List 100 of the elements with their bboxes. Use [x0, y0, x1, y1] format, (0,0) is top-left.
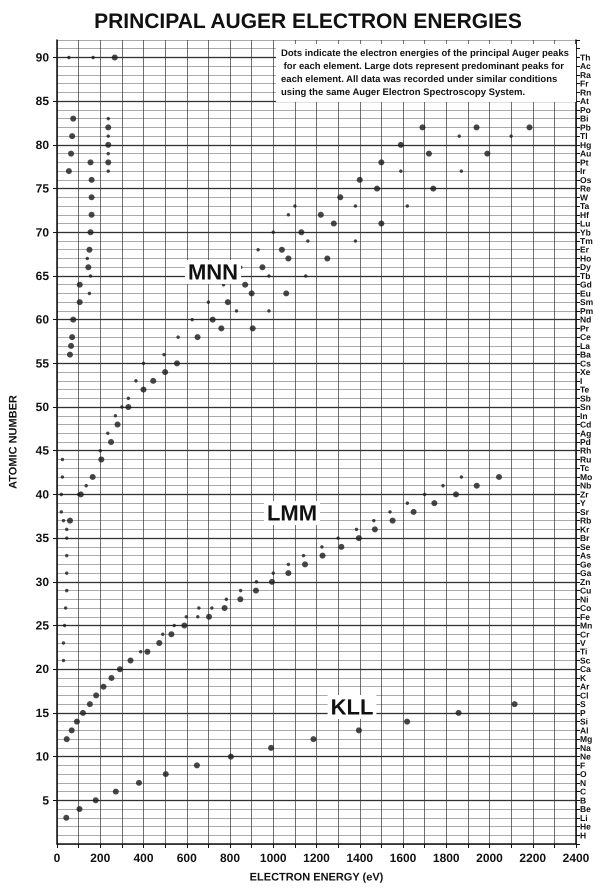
- category-label: Ru: [580, 454, 592, 464]
- category-label: Pt: [580, 157, 588, 168]
- category-label: Kr: [580, 524, 590, 534]
- category-label: I: [580, 376, 582, 386]
- category-label: Na: [580, 742, 591, 753]
- category-label: Lu: [580, 218, 590, 229]
- category-label: Tm: [580, 236, 593, 246]
- x-tick-label: 2000: [476, 851, 504, 865]
- category-label: Zn: [580, 576, 590, 587]
- category-label: Hg: [580, 140, 592, 150]
- y-tick-label: 75: [36, 182, 50, 196]
- annotation: LMM: [266, 500, 318, 526]
- category-label: Al: [580, 725, 588, 736]
- category-label: Tc: [580, 463, 590, 474]
- category-label: Nb: [580, 480, 592, 491]
- category-label: Y: [580, 498, 586, 508]
- y-tick-label: 60: [36, 312, 50, 327]
- y-axis-title: ATOMIC NUMBER: [8, 395, 20, 489]
- category-label: Li: [580, 812, 588, 823]
- category-label: Pr: [580, 323, 589, 334]
- category-label: Pm: [580, 306, 594, 316]
- y-tick-label: 50: [36, 400, 50, 414]
- category-label: Sr: [580, 506, 589, 517]
- category-label: H: [580, 830, 586, 840]
- category-label: C: [580, 786, 586, 797]
- category-label: Au: [580, 148, 592, 159]
- category-label: V: [580, 638, 586, 648]
- category-label: N: [580, 778, 586, 788]
- category-label: La: [580, 340, 590, 351]
- x-tick-label: 800: [220, 851, 240, 865]
- category-label: F: [580, 760, 586, 770]
- category-label: Se: [580, 542, 590, 552]
- category-label: Ge: [580, 559, 592, 570]
- annotation: KLL: [330, 694, 374, 720]
- category-label: K: [580, 672, 586, 683]
- category-label: Ni: [580, 594, 588, 604]
- category-label: Tl: [580, 131, 588, 142]
- category-label: Gd: [580, 280, 592, 290]
- x-tick-label: 200: [90, 851, 111, 865]
- category-label: Zr: [580, 489, 588, 500]
- x-tick-label: 2400: [562, 851, 590, 865]
- category-label: Po: [580, 104, 591, 115]
- category-label: As: [580, 550, 591, 561]
- y-tick-label: 85: [36, 94, 50, 108]
- y-tick-label: 20: [36, 662, 50, 676]
- category-label: He: [580, 822, 591, 832]
- category-label: Fr: [580, 78, 588, 89]
- category-label: Rb: [580, 516, 592, 526]
- category-label: Mn: [580, 620, 592, 631]
- category-label: Ra: [580, 70, 591, 80]
- category-label: Cs: [580, 358, 591, 368]
- category-label: Nd: [580, 314, 592, 325]
- category-label: Eu: [580, 288, 591, 298]
- category-label: Ca: [580, 664, 591, 674]
- x-tick-label: 2200: [519, 851, 546, 865]
- category-label: Ba: [580, 350, 591, 360]
- category-label: Rh: [580, 446, 592, 456]
- category-label: Br: [580, 533, 590, 544]
- category-label: Si: [580, 716, 588, 727]
- category-label: Mo: [580, 472, 592, 482]
- category-label: Rn: [580, 87, 592, 98]
- category-label: Cu: [580, 586, 592, 596]
- y-tick-label: 80: [36, 138, 50, 152]
- category-label: Sn: [580, 402, 591, 412]
- category-label: Cd: [580, 420, 592, 430]
- category-label: Mg: [580, 734, 592, 744]
- category-label: Th: [580, 52, 590, 62]
- y-tick-label: 25: [36, 618, 50, 633]
- category-label: Fe: [580, 612, 590, 622]
- y-tick-label: 40: [36, 487, 50, 502]
- y-tick-label: 70: [36, 225, 50, 240]
- category-label: Ce: [580, 332, 591, 342]
- annotation: Dots indicate the electron energies of the principal Auger peaks for each element. Large dots represent predominant peaks for each element. All data was recorded under similar conditions using the same Auger Electron Spectroscopy System.: [281, 48, 569, 98]
- y-tick-label: 35: [36, 531, 50, 546]
- category-label: Tb: [580, 270, 590, 281]
- x-tick-label: 1800: [432, 851, 460, 865]
- category-label: Ti: [580, 646, 588, 657]
- x-tick-label: 1400: [346, 851, 374, 865]
- x-tick-label: 600: [176, 851, 198, 865]
- category-label: Ac: [580, 61, 591, 72]
- annotation: MNN: [188, 260, 238, 284]
- y-tick-label: 90: [36, 50, 50, 64]
- x-tick-label: 0: [54, 851, 61, 865]
- x-tick-label: 1200: [303, 851, 330, 865]
- category-label: Yb: [580, 227, 591, 238]
- y-tick-label: 55: [36, 356, 50, 370]
- category-label: Sc: [580, 655, 590, 666]
- category-label: W: [580, 192, 588, 202]
- category-label: B: [580, 795, 586, 806]
- category-label: Cr: [580, 629, 590, 640]
- category-label: Ar: [580, 682, 590, 692]
- category-label: Os: [580, 174, 592, 185]
- y-tick-label: 45: [36, 444, 50, 458]
- category-label: Sb: [580, 393, 591, 404]
- x-tick-label: 1600: [390, 851, 417, 865]
- category-label: Hf: [580, 210, 589, 220]
- y-tick-label: 15: [36, 706, 50, 720]
- category-label: Cl: [580, 690, 588, 700]
- category-label: Ag: [580, 428, 592, 438]
- y-tick-label: 10: [36, 750, 50, 764]
